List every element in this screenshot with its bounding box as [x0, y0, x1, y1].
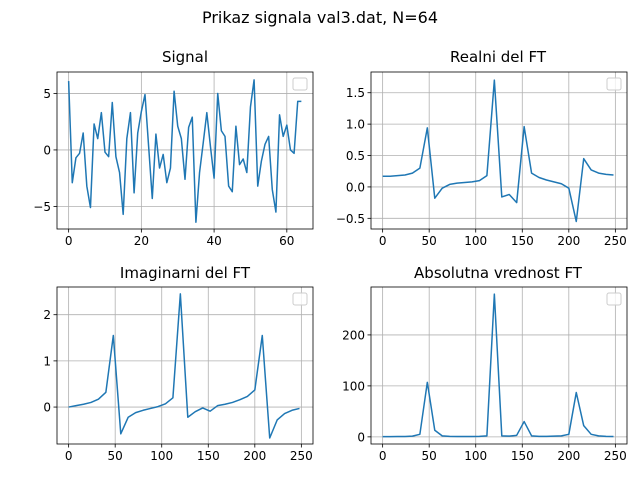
- y-tick-label: 1: [43, 354, 51, 368]
- x-tick-label: 0: [65, 234, 73, 248]
- y-tick-label: 2: [43, 308, 51, 322]
- x-tick-label: 150: [511, 449, 534, 463]
- x-tick-label: 150: [197, 449, 220, 463]
- y-tick-label: 1.0: [346, 118, 365, 132]
- y-tick-label: 1.5: [346, 86, 365, 100]
- subplot-title: Imaginarni del FT: [120, 264, 251, 282]
- legend-box: [292, 292, 308, 306]
- x-tick-label: 0: [379, 449, 387, 463]
- subplot-title: Realni del FT: [450, 48, 547, 66]
- legend-box: [606, 292, 622, 306]
- figure-suptitle: Prikaz signala val3.dat, N=64: [202, 8, 438, 27]
- x-tick-label: 250: [604, 234, 627, 248]
- x-tick-label: 60: [279, 234, 294, 248]
- subplot-realni-del-ft: Realni del FT 0 50 100 150 200 250 −0.5 0.0 0.5 1…: [336, 48, 628, 248]
- legend-box: [292, 77, 308, 91]
- series-line: [68, 293, 300, 439]
- series-line: [67, 79, 302, 223]
- axes-frame: [56, 71, 314, 230]
- axes-frame: [370, 71, 628, 230]
- x-tick-label: 250: [604, 449, 627, 463]
- subplot-absolutna-vrednost-ft: Absolutna vrednost FT 0 50 100 150 200 250 0 10…: [342, 264, 628, 463]
- x-tick-label: 20: [134, 234, 149, 248]
- x-tick-label: 100: [464, 449, 487, 463]
- x-tick-label: 50: [422, 234, 437, 248]
- x-tick-label: 0: [379, 234, 387, 248]
- x-tick-label: 200: [557, 449, 580, 463]
- y-tick-label: 100: [342, 379, 365, 393]
- legend-box: [606, 77, 622, 91]
- y-tick-label: 0: [357, 430, 365, 444]
- axes-frame: [370, 286, 628, 445]
- y-tick-label: 5: [43, 87, 51, 101]
- y-tick-label: 0: [43, 143, 51, 157]
- x-tick-label: 40: [206, 234, 221, 248]
- x-tick-label: 150: [511, 234, 534, 248]
- x-tick-label: 250: [290, 449, 313, 463]
- series-line: [382, 79, 614, 223]
- axes-frame: [56, 286, 314, 445]
- x-tick-label: 0: [65, 449, 73, 463]
- y-tick-label: 0: [43, 401, 51, 415]
- y-tick-label: 0.0: [346, 180, 365, 194]
- y-tick-label: 0.5: [346, 149, 365, 163]
- x-tick-label: 100: [150, 449, 173, 463]
- subplot-signal: Signal 0 20 40 60 −5 0 5: [33, 48, 314, 248]
- subplot-title: Absolutna vrednost FT: [414, 264, 583, 282]
- x-tick-label: 100: [464, 234, 487, 248]
- subplot-title: Signal: [162, 48, 208, 66]
- x-tick-label: 50: [422, 449, 437, 463]
- series-line: [382, 293, 614, 438]
- subplot-imaginarni-del-ft: Imaginarni del FT 0 50 100 150 200 250 0 1 2: [43, 264, 314, 463]
- x-tick-label: 200: [557, 234, 580, 248]
- y-tick-label: 200: [342, 328, 365, 342]
- x-tick-label: 200: [243, 449, 266, 463]
- x-tick-label: 50: [108, 449, 123, 463]
- y-tick-label: −0.5: [336, 212, 365, 226]
- y-tick-label: −5: [33, 200, 51, 214]
